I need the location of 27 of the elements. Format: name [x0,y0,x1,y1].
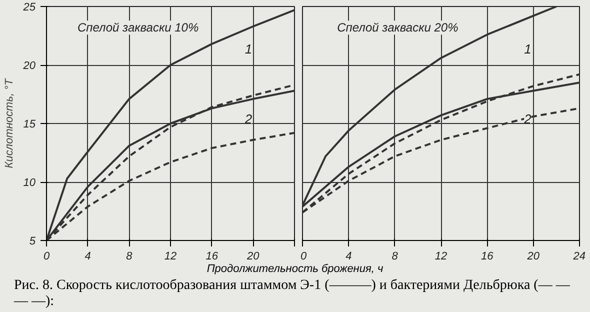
x-tick-label: 12 [434,250,448,262]
x-tick-label: 16 [481,250,494,262]
x-tick-label: 8 [392,250,399,262]
annotation: 2 [523,112,532,126]
x-tick-label: 20 [246,250,260,262]
annotation: 1 [244,41,252,56]
y-tick-label: 5 [29,236,36,248]
x-tick-label: 4 [346,250,352,262]
text: Спелой закваски 20% [337,20,459,35]
x-tick-label: 24 [572,250,586,262]
x-tick-label: 16 [206,250,219,262]
x-tick-label: 0 [300,250,308,262]
y-tick-label: 25 [22,2,36,14]
x-tick-label: 8 [126,250,134,262]
annotation: 2 [244,112,253,126]
x-axis-title: Продолжительность брожения, ч [206,262,384,277]
text: Рис. 8. Скорость кислотообразования штаммом Э-1 (———) и бактериями Дельбрюка (— — — —): [14,278,571,310]
x-tick-label: 0 [43,250,50,262]
text: Спелой закваски 10% [78,20,199,35]
x-tick-label: 4 [84,250,91,262]
x-tick-label: 12 [164,250,177,262]
y-tick-label: 10 [23,177,36,189]
y-tick-label: 20 [22,60,36,72]
y-tick-label: 15 [23,118,36,130]
y-axis-title: Кислотность, °Т [3,78,16,168]
annotation: 1 [524,41,532,56]
x-tick-label: 20 [526,250,540,262]
